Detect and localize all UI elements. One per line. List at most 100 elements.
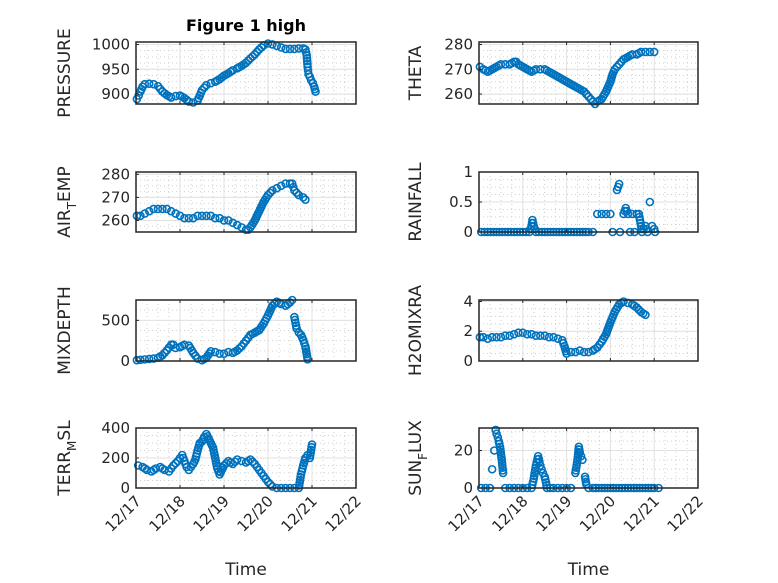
data-point (166, 206, 176, 216)
data-point (298, 193, 308, 202)
data-point (210, 347, 220, 357)
data-point (158, 204, 167, 214)
data-point (184, 97, 194, 106)
x-tick-label: 12/17 (445, 492, 488, 535)
y-tick-label: 0 (463, 479, 473, 497)
data-point (311, 87, 320, 96)
data-point (290, 186, 299, 195)
data-point (132, 211, 142, 221)
data-point (571, 347, 580, 357)
data-point (294, 190, 304, 200)
y-axis-label: SUNFLUX (406, 420, 430, 496)
x-tick-label: 12/22 (322, 492, 365, 535)
data-point (252, 47, 262, 57)
data-point (144, 354, 154, 364)
y-axis-label: AIRTEMP (55, 166, 79, 237)
y-tick-label: 1000 (92, 35, 130, 53)
subplot-pressure: 900 950 1000 PRESSURE (55, 28, 357, 118)
data-point (188, 98, 198, 107)
data-point (553, 334, 563, 343)
data-point (246, 455, 255, 464)
y-tick-label: 0.5 (449, 193, 473, 211)
data-point (149, 204, 158, 214)
data-point (184, 213, 194, 223)
data-points (133, 429, 317, 493)
data-points (132, 179, 310, 234)
data-point (202, 211, 211, 221)
data-point (166, 93, 176, 102)
data-point (641, 47, 650, 57)
data-point (483, 334, 493, 343)
axes-box (135, 299, 357, 362)
y-tick-label: 0 (463, 352, 473, 370)
data-point (193, 211, 202, 221)
axes-background (136, 172, 356, 232)
y-tick-label: 0 (120, 479, 130, 497)
data-point (500, 331, 510, 341)
data-point (243, 56, 253, 65)
data-point (199, 83, 209, 92)
data-point (592, 209, 602, 219)
x-tick-label: 12/17 (102, 492, 145, 535)
data-point (292, 188, 301, 198)
y-tick-label: 260 (101, 211, 130, 229)
y-tick-label: 0 (463, 223, 473, 241)
data-point (496, 332, 506, 342)
data-point (301, 195, 310, 204)
data-point (228, 218, 238, 228)
data-point (536, 461, 545, 470)
data-point (144, 206, 154, 216)
y-axis-label: THETA (406, 45, 426, 101)
y-tick-label: 1 (463, 163, 473, 181)
data-point (268, 40, 277, 49)
data-point (303, 355, 312, 364)
data-points (475, 297, 650, 358)
data-point (248, 457, 257, 467)
data-point (265, 188, 275, 198)
data-point (579, 87, 589, 96)
data-point (136, 211, 145, 221)
subplot-h2omixra: 0 2 4 H2OMIXRA (406, 285, 699, 376)
data-point (610, 64, 620, 74)
data-point (197, 85, 207, 95)
data-point (263, 39, 273, 48)
data-point (206, 211, 216, 221)
x-tick-label: 12/19 (190, 492, 233, 535)
y-tick-label: 20 (454, 442, 473, 460)
x-axis-label: Time (224, 560, 267, 580)
data-point (531, 64, 541, 74)
data-point (597, 209, 606, 219)
data-point (544, 332, 554, 342)
data-point (614, 179, 624, 189)
y-axis-label: PRESSURE (55, 28, 75, 117)
axes-box (478, 427, 699, 489)
data-point (171, 209, 180, 218)
data-point (302, 51, 312, 60)
data-point (248, 52, 257, 61)
data-point (268, 482, 277, 491)
x-tick-label: 12/22 (664, 492, 707, 535)
x-tick-label: 12/20 (234, 492, 277, 535)
data-point (219, 216, 229, 225)
data-point (619, 297, 628, 306)
data-point (562, 349, 571, 358)
data-point (491, 425, 500, 435)
data-point (149, 79, 158, 89)
data-point (169, 461, 178, 470)
data-point (158, 351, 167, 360)
data-points (475, 47, 659, 109)
y-axis-label: RAINFALL (406, 162, 426, 242)
subplot-sun-flux: 0 20 SUNFLUX 12/17 12/18 12/19 12/20 12/21 12/22… (406, 420, 707, 580)
data-point (215, 213, 224, 223)
x-axis-label: Time (567, 560, 610, 580)
x-tick-label: 12/18 (488, 492, 531, 535)
y-tick-label: 0 (120, 352, 130, 370)
data-point (202, 80, 211, 90)
data-point (188, 213, 198, 223)
data-point (224, 216, 233, 225)
data-point (522, 329, 532, 339)
data-point (498, 468, 508, 478)
data-point (210, 213, 220, 223)
subplot-terr-msl: 0 200 400 TERRMSL 12/17 12/18 12/19 12/20 12/21 1… (55, 419, 365, 580)
data-point (276, 43, 286, 52)
